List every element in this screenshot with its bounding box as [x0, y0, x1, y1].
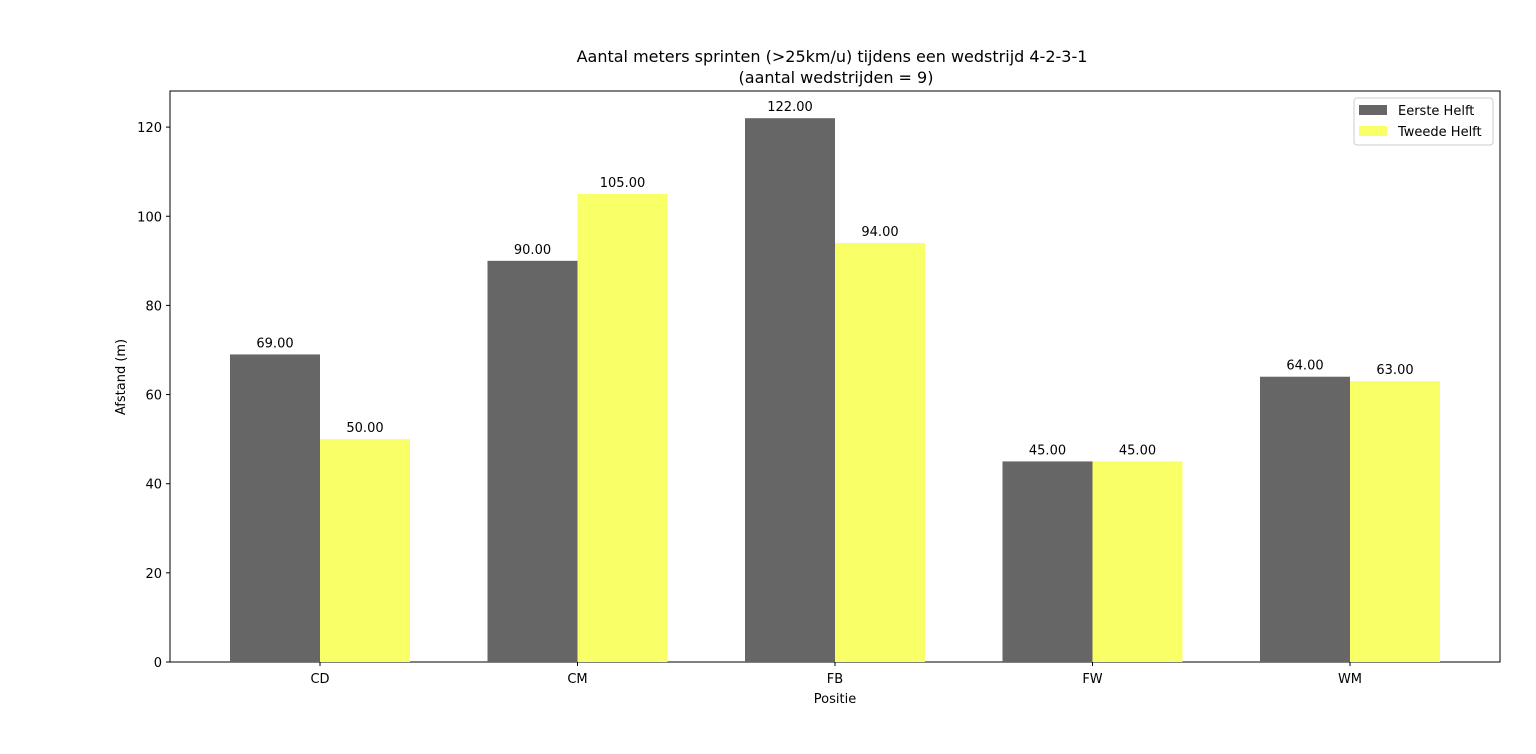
bar-value-label: 94.00 — [861, 225, 898, 240]
legend-swatch — [1359, 126, 1387, 136]
bar-fw-series-1 — [1002, 461, 1093, 662]
y-tick-label: 120 — [137, 121, 162, 136]
x-axis: CD CM FB FW WM — [310, 662, 1362, 687]
bar-cm-series-1 — [487, 260, 578, 662]
bars-group — [230, 118, 1440, 663]
bar-fb-series-1 — [745, 118, 835, 662]
y-tick-label: 40 — [145, 478, 162, 493]
legend: Eerste Helft Tweede Helft — [1353, 97, 1494, 146]
bar-value-label: 105.00 — [600, 176, 646, 191]
y-tick-label: 80 — [145, 299, 162, 314]
bar-value-label: 64.00 — [1286, 359, 1323, 374]
bar-wm-series-2 — [1350, 381, 1440, 662]
y-tick-label: 60 — [145, 389, 162, 404]
bar-cm-series-2 — [577, 193, 668, 662]
x-tick-label: CM — [567, 672, 587, 687]
bar-cd-series-2 — [320, 439, 410, 662]
bar-value-label: 50.00 — [346, 421, 383, 436]
y-axis-label: Afstand (m) — [114, 339, 129, 415]
x-tick-label: WM — [1338, 672, 1362, 687]
y-tick-label: 100 — [137, 210, 162, 225]
bar-value-label: 45.00 — [1119, 443, 1156, 458]
x-tick-label: FB — [827, 672, 843, 687]
x-tick-label: CD — [310, 672, 329, 687]
bar-value-label: 63.00 — [1376, 363, 1413, 378]
bar-wm-series-1 — [1260, 376, 1350, 662]
bar-value-label: 45.00 — [1029, 443, 1066, 458]
legend-label: Eerste Helft — [1398, 104, 1474, 119]
bar-labels-group: 69.00 50.00 90.00 105.00 122.00 94.00 45.00 45.… — [256, 100, 1413, 458]
bar-value-label: 122.00 — [767, 100, 813, 115]
x-tick-label: FW — [1082, 672, 1102, 687]
x-axis-label: Positie — [814, 692, 856, 707]
bar-value-label: 90.00 — [514, 243, 551, 258]
bar-fb-series-2 — [835, 242, 925, 663]
y-tick-label: 20 — [145, 567, 162, 582]
y-axis: 0 20 40 60 80 100 120 — [137, 121, 170, 671]
bar-fw-series-2 — [1092, 461, 1183, 662]
chart-title: Aantal meters sprinten (>25km/u) tijdens… — [577, 47, 1088, 66]
chart-subtitle: (aantal wedstrijden = 9) — [739, 68, 934, 87]
y-tick-label: 0 — [154, 656, 162, 671]
legend-box — [1353, 97, 1494, 146]
bar-cd-series-1 — [230, 354, 320, 662]
legend-swatch — [1359, 105, 1387, 115]
bar-value-label: 69.00 — [256, 336, 293, 351]
legend-label: Tweede Helft — [1397, 125, 1482, 140]
